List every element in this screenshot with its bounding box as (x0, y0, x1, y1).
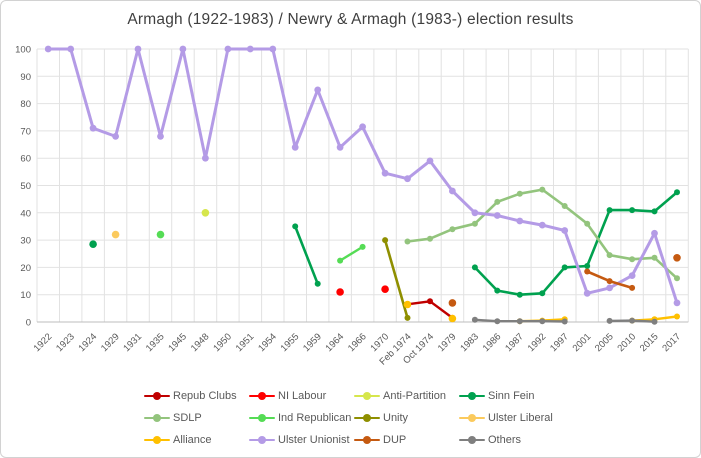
legend-marker-icon (144, 414, 170, 422)
legend-marker-icon (249, 436, 275, 444)
series-sdlp[interactable] (404, 186, 681, 282)
svg-text:2015: 2015 (638, 331, 661, 354)
legend-label: Ulster Liberal (488, 412, 553, 424)
legend-item-ni-labour[interactable]: NI Labour (249, 389, 326, 403)
svg-text:2005: 2005 (593, 331, 616, 354)
svg-text:1951: 1951 (234, 331, 257, 354)
legend-marker-icon (249, 392, 275, 400)
svg-text:1959: 1959 (301, 331, 324, 354)
legend-marker-icon (144, 436, 170, 444)
legend-label: NI Labour (278, 390, 327, 402)
legend-item-sdlp[interactable]: SDLP (144, 411, 202, 425)
series-ulster-unionist[interactable] (44, 45, 681, 307)
legend-label: DUP (383, 434, 407, 446)
svg-text:1922: 1922 (32, 331, 55, 354)
legend-item-others[interactable]: Others (459, 433, 521, 447)
series-sinn-fein[interactable] (89, 189, 680, 298)
svg-text:1923: 1923 (54, 331, 77, 354)
svg-text:1986: 1986 (481, 331, 504, 354)
svg-text:60: 60 (20, 154, 31, 165)
svg-text:100: 100 (15, 45, 31, 56)
svg-text:1929: 1929 (99, 331, 122, 354)
svg-text:1948: 1948 (189, 331, 212, 354)
series-others[interactable] (471, 316, 658, 325)
legend-label: Others (488, 434, 522, 446)
series-dup[interactable] (448, 253, 681, 307)
svg-text:40: 40 (20, 208, 31, 219)
legend-label: Sinn Fein (488, 390, 535, 402)
svg-text:2001: 2001 (571, 331, 594, 354)
series-repub-clubs[interactable] (404, 298, 456, 321)
legend-marker-icon (459, 392, 485, 400)
legend-item-sinn-fein[interactable]: Sinn Fein (459, 389, 534, 403)
chart-title: Armagh (1922-1983) / Newry & Armagh (198… (127, 11, 574, 28)
legend-marker-icon (459, 436, 485, 444)
series-anti-partition[interactable] (201, 209, 210, 217)
svg-text:2017: 2017 (660, 331, 683, 354)
legend-item-alliance[interactable]: Alliance (144, 433, 212, 447)
svg-text:1955: 1955 (279, 331, 302, 354)
legend-item-anti-partition[interactable]: Anti-Partition (354, 389, 446, 403)
svg-text:90: 90 (20, 72, 31, 83)
legend-label: Repub Clubs (173, 390, 237, 402)
legend-label: SDLP (173, 412, 202, 424)
series-ind-republican[interactable] (156, 230, 366, 264)
legend-label: Unity (383, 412, 409, 424)
legend-item-dup[interactable]: DUP (354, 433, 406, 447)
legend-item-repub-clubs[interactable]: Repub Clubs (144, 389, 237, 403)
legend-marker-icon (354, 414, 380, 422)
svg-text:20: 20 (20, 263, 31, 274)
series-ni-labour[interactable] (336, 285, 389, 296)
svg-text:1992: 1992 (526, 331, 549, 354)
legend-marker-icon (249, 414, 275, 422)
svg-text:1966: 1966 (346, 331, 369, 354)
svg-text:1950: 1950 (211, 331, 234, 354)
svg-text:1979: 1979 (436, 331, 459, 354)
legend-marker-icon (354, 436, 380, 444)
svg-text:50: 50 (20, 181, 31, 192)
svg-text:1964: 1964 (323, 331, 346, 354)
svg-text:30: 30 (20, 236, 31, 247)
svg-text:1945: 1945 (166, 331, 189, 354)
legend-marker-icon (459, 414, 485, 422)
series-ulster-liberal[interactable] (111, 230, 120, 239)
svg-text:1954: 1954 (256, 331, 279, 354)
legend-label: Ind Republican (278, 412, 352, 424)
svg-text:1924: 1924 (76, 331, 99, 354)
legend-label: Anti-Partition (383, 390, 446, 402)
legend-label: Alliance (173, 434, 212, 446)
legend-marker-icon (354, 392, 380, 400)
legend-item-unity[interactable]: Unity (354, 411, 408, 425)
svg-text:1987: 1987 (503, 331, 526, 354)
svg-text:1935: 1935 (144, 331, 167, 354)
legend-item-ulster-liberal[interactable]: Ulster Liberal (459, 411, 553, 425)
svg-text:1983: 1983 (458, 331, 481, 354)
svg-text:0: 0 (26, 318, 31, 329)
svg-text:2010: 2010 (615, 331, 638, 354)
svg-text:1931: 1931 (121, 331, 144, 354)
legend-label: Ulster Unionist (278, 434, 350, 446)
svg-text:10: 10 (20, 290, 31, 301)
svg-text:70: 70 (20, 126, 31, 137)
legend-marker-icon (144, 392, 170, 400)
svg-text:80: 80 (20, 99, 31, 110)
svg-text:1997: 1997 (548, 331, 571, 354)
legend-item-ind-republican[interactable]: Ind Republican (249, 411, 351, 425)
legend-item-ulster-unionist[interactable]: Ulster Unionist (249, 433, 350, 447)
